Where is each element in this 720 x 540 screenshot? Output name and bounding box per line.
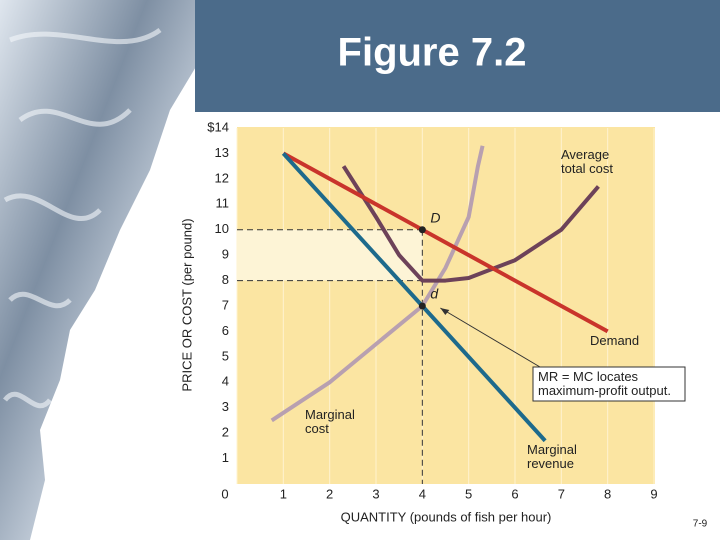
x-tick-label: 4 bbox=[419, 486, 426, 501]
point-marker bbox=[418, 226, 426, 234]
callout-arrow bbox=[440, 307, 541, 368]
series-label: Demand bbox=[590, 333, 640, 348]
callout-box bbox=[532, 366, 686, 402]
x-tick-label: 5 bbox=[465, 486, 472, 501]
x-axis-label: QUANTITY (pounds of fish per hour) bbox=[341, 509, 552, 524]
y-tick-label: 10 bbox=[215, 221, 229, 236]
y-tick-label: 2 bbox=[222, 425, 229, 440]
x-tick-label: 3 bbox=[372, 486, 379, 501]
point-marker bbox=[418, 302, 426, 310]
y-tick-label: 6 bbox=[222, 323, 229, 338]
title-banner bbox=[195, 0, 720, 112]
y-tick-label: 7 bbox=[222, 297, 229, 312]
callout-arrowhead bbox=[440, 308, 450, 315]
x-tick-label: 9 bbox=[650, 486, 657, 501]
x-tick-label: 2 bbox=[326, 486, 333, 501]
y-axis-label: PRICE OR COST (per pound) bbox=[179, 218, 194, 391]
series-line bbox=[270, 145, 485, 423]
y-tick-label: 1 bbox=[222, 450, 229, 465]
plot-background bbox=[237, 127, 655, 484]
series-line bbox=[341, 165, 600, 283]
series-label: Average total cost bbox=[561, 147, 614, 176]
ice-texture bbox=[3, 27, 162, 409]
x-tick-label: 0 bbox=[221, 486, 228, 501]
ice-image bbox=[0, 0, 210, 540]
y-tick-label: 12 bbox=[215, 170, 229, 185]
y-tick-label: $14 bbox=[207, 119, 229, 134]
x-tick-label: 6 bbox=[511, 486, 518, 501]
point-label: D bbox=[430, 209, 440, 225]
series-label: Marginal cost bbox=[305, 407, 355, 436]
x-tick-label: 1 bbox=[280, 486, 287, 501]
point-label: d bbox=[430, 286, 439, 302]
y-tick-label: 13 bbox=[215, 145, 229, 160]
title: Figure 7.2 bbox=[338, 31, 527, 75]
series-line bbox=[282, 151, 609, 334]
y-tick-label: 3 bbox=[222, 399, 229, 414]
x-tick-label: 7 bbox=[558, 486, 565, 501]
y-tick-label: 9 bbox=[222, 247, 229, 262]
callout-text: MR = MC locates maximum-profit output. bbox=[538, 369, 671, 398]
page-number: 7-9 bbox=[693, 519, 708, 530]
y-tick-label: 4 bbox=[222, 374, 229, 389]
series-line bbox=[281, 152, 547, 443]
series-label: Marginal revenue bbox=[527, 442, 577, 471]
x-tick-label: 8 bbox=[604, 486, 611, 501]
y-tick-label: 8 bbox=[222, 272, 229, 287]
y-tick-label: 5 bbox=[222, 348, 229, 363]
y-tick-label: 11 bbox=[216, 196, 230, 211]
